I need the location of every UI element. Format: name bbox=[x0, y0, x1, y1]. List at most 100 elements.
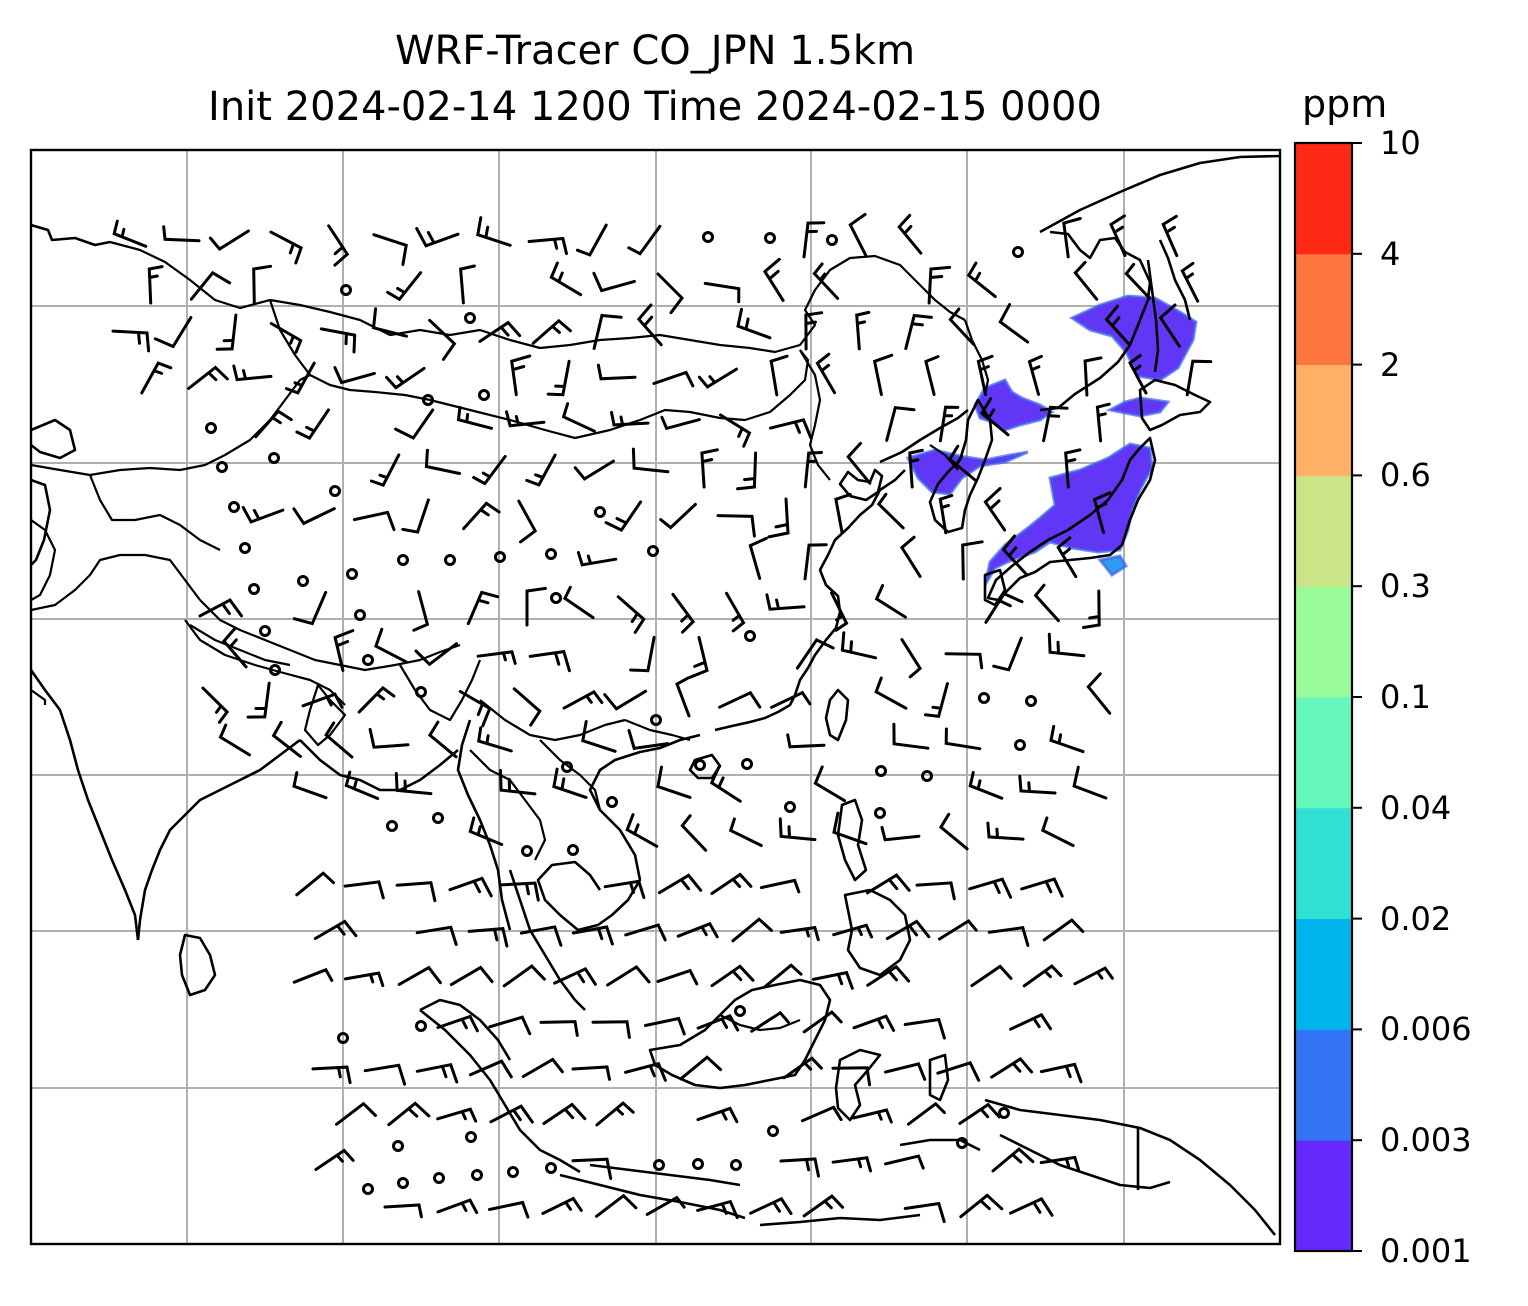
coast-borneo bbox=[648, 978, 832, 1090]
wind-barb bbox=[1022, 964, 1063, 988]
calm-wind-marker bbox=[744, 630, 756, 642]
wind-barb bbox=[292, 507, 336, 526]
wind-barb bbox=[1185, 359, 1213, 397]
wind-barb bbox=[456, 405, 493, 430]
calm-wind-marker bbox=[874, 807, 886, 819]
wind-barb bbox=[812, 262, 840, 300]
border-myanmar-china bbox=[399, 659, 482, 722]
wind-barb bbox=[786, 733, 826, 749]
coast-hainan bbox=[688, 753, 722, 780]
wind-barb bbox=[1083, 356, 1103, 397]
border-bangladesh bbox=[303, 683, 347, 747]
wind-barb bbox=[539, 1020, 579, 1037]
colorbar-tick-label: 0.6 bbox=[1380, 456, 1431, 495]
wind-barb bbox=[710, 872, 753, 895]
calm-wind-marker bbox=[444, 554, 456, 566]
coast-new-guinea bbox=[984, 1098, 1277, 1236]
wind-barb bbox=[140, 361, 173, 395]
coast-sri-lanka bbox=[178, 933, 217, 997]
wind-barb bbox=[153, 316, 193, 349]
wind-barb bbox=[1073, 260, 1099, 301]
calm-wind-marker bbox=[337, 1032, 349, 1044]
wind-barb bbox=[581, 720, 617, 753]
wind-barb bbox=[552, 767, 588, 799]
coast-philippines-south bbox=[843, 888, 912, 977]
wind-barb bbox=[616, 595, 646, 634]
colorbar-tick-label: 0.001 bbox=[1380, 1232, 1472, 1270]
coast-sumatra bbox=[419, 1008, 581, 1174]
coast-vietnam bbox=[588, 733, 701, 927]
calm-wind-marker bbox=[340, 284, 352, 296]
wind-barb bbox=[725, 591, 746, 633]
wind-barb bbox=[832, 923, 874, 939]
wind-barb bbox=[401, 498, 430, 534]
wind-barb bbox=[541, 1196, 583, 1215]
coast-sulawesi bbox=[834, 1048, 882, 1122]
wind-barb bbox=[436, 1014, 479, 1033]
wind-barb bbox=[319, 327, 357, 354]
wind-barb bbox=[415, 227, 460, 248]
calm-wind-marker bbox=[216, 461, 228, 473]
wind-barb bbox=[576, 551, 618, 567]
calm-wind-marker bbox=[362, 1183, 374, 1195]
wind-barb bbox=[436, 1107, 478, 1123]
coast-taiwan bbox=[824, 688, 850, 742]
wind-barb bbox=[944, 652, 984, 670]
wind-barb bbox=[696, 1106, 739, 1124]
wind-barb bbox=[866, 964, 911, 987]
wind-barb bbox=[467, 926, 509, 948]
wind-barb bbox=[553, 966, 597, 986]
wind-barb bbox=[372, 233, 408, 266]
wind-barb bbox=[779, 925, 820, 942]
wind-barb bbox=[1039, 1155, 1080, 1171]
wind-barb bbox=[697, 367, 738, 389]
wind-barb bbox=[436, 1198, 479, 1215]
wind-barb bbox=[749, 1196, 793, 1215]
wind-barb bbox=[292, 590, 328, 626]
wind-barb bbox=[468, 816, 504, 846]
wind-barb bbox=[657, 873, 703, 895]
wind-barb bbox=[343, 971, 385, 988]
calm-wind-marker bbox=[692, 1158, 704, 1170]
wind-barb bbox=[1062, 217, 1082, 259]
wind-barb bbox=[477, 726, 513, 753]
wind-barb bbox=[512, 687, 542, 727]
wind-barb bbox=[1161, 214, 1179, 258]
wind-barb bbox=[769, 418, 813, 439]
wind-barb bbox=[232, 364, 273, 382]
wind-barb bbox=[221, 626, 248, 669]
calm-wind-marker bbox=[397, 1177, 409, 1189]
wind-barb bbox=[659, 502, 697, 530]
wind-barb bbox=[458, 264, 476, 305]
coast-sakhalin bbox=[1146, 259, 1160, 373]
wind-barb bbox=[944, 727, 982, 751]
calm-wind-marker bbox=[269, 664, 281, 676]
wind-barb bbox=[968, 770, 1004, 800]
wind-barb bbox=[728, 817, 763, 847]
colorbar-tick-label: 0.04 bbox=[1380, 788, 1452, 827]
wind-barb bbox=[596, 363, 637, 381]
wind-barb bbox=[112, 219, 148, 248]
colorbar-segment bbox=[1295, 475, 1352, 587]
wind-barb bbox=[562, 585, 595, 620]
calm-wind-marker bbox=[478, 389, 490, 401]
wind-barb bbox=[767, 497, 790, 539]
wind-barb bbox=[571, 925, 614, 946]
calm-wind-marker bbox=[297, 575, 309, 587]
border-indochina bbox=[539, 739, 602, 811]
wind-barb bbox=[624, 1061, 667, 1082]
wind-barb bbox=[269, 322, 303, 354]
coast-arctic-north bbox=[1039, 154, 1280, 234]
wind-barb bbox=[269, 230, 303, 265]
coast-philippines-luzon bbox=[836, 798, 868, 882]
wind-barb bbox=[1009, 1012, 1052, 1031]
wind-barb bbox=[636, 303, 663, 347]
wind-barb bbox=[476, 216, 512, 247]
calm-wind-marker bbox=[875, 765, 887, 777]
wind-barb bbox=[546, 359, 571, 397]
calm-wind-marker bbox=[767, 1125, 779, 1137]
wind-barb bbox=[731, 917, 773, 943]
coast-caspian bbox=[31, 418, 77, 460]
coast-java-north bbox=[589, 1163, 741, 1187]
wind-barb bbox=[313, 919, 358, 940]
